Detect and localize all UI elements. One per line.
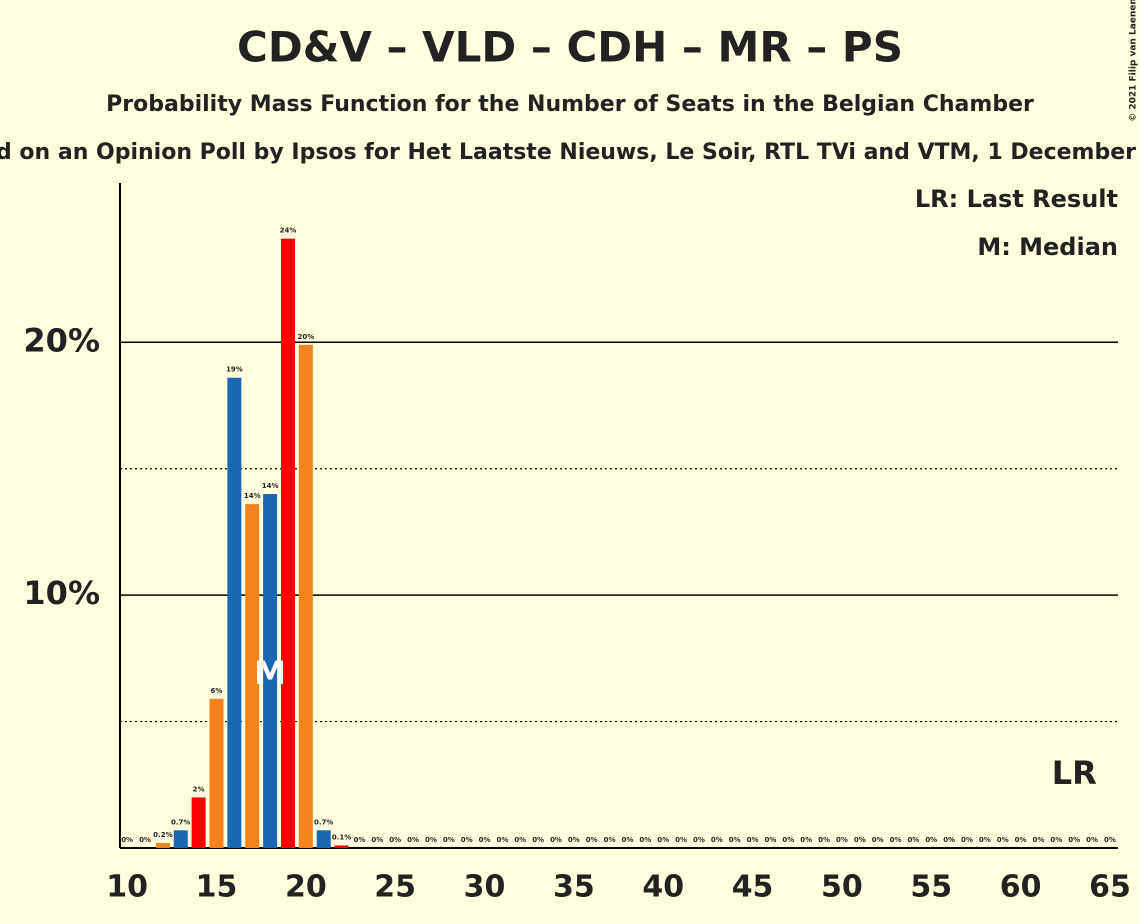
value-label: 0%	[1015, 836, 1027, 844]
value-label: 0%	[800, 836, 812, 844]
bar	[227, 377, 242, 848]
x-tick-label: 40	[642, 870, 684, 905]
value-label: 0%	[1104, 836, 1116, 844]
chart-title: CD&V – VLD – CDH – MR – PS	[237, 23, 903, 72]
value-label: 0%	[550, 836, 562, 844]
value-label: 0%	[693, 836, 705, 844]
value-label: 0%	[657, 836, 669, 844]
x-tick-label: 35	[553, 870, 595, 905]
bar	[298, 344, 313, 848]
value-label: 0%	[764, 836, 776, 844]
value-label: 0%	[639, 836, 651, 844]
value-label: 0%	[604, 836, 616, 844]
value-label: 0.7%	[171, 818, 190, 826]
value-label: 0%	[782, 836, 794, 844]
bar	[191, 797, 206, 848]
bar	[263, 494, 278, 848]
value-label: 0%	[979, 836, 991, 844]
value-label: 0%	[729, 836, 741, 844]
value-label: 0%	[425, 836, 437, 844]
value-label: 0%	[568, 836, 580, 844]
value-label: 0%	[407, 836, 419, 844]
y-tick-label: 10%	[23, 574, 100, 612]
value-label: 14%	[262, 482, 279, 490]
value-label: 0%	[818, 836, 830, 844]
bar	[155, 842, 170, 848]
value-label: 0%	[925, 836, 937, 844]
value-label: 0%	[836, 836, 848, 844]
x-tick-label: 50	[821, 870, 863, 905]
value-label: 0%	[461, 836, 473, 844]
value-label: 0%	[747, 836, 759, 844]
value-label: 0%	[854, 836, 866, 844]
bar	[280, 238, 295, 848]
value-label: 20%	[297, 333, 314, 341]
value-label: 24%	[280, 227, 297, 235]
value-label: 0%	[586, 836, 598, 844]
value-label: 0%	[354, 836, 366, 844]
value-label: 2%	[193, 785, 205, 793]
last-result-marker: LR	[1052, 754, 1097, 792]
legend-entry: LR: Last Result	[915, 185, 1118, 213]
x-tick-label: 10	[106, 870, 148, 905]
value-label: 0%	[622, 836, 634, 844]
value-label: 0.2%	[153, 831, 172, 839]
value-label: 0%	[389, 836, 401, 844]
value-label: 0%	[943, 836, 955, 844]
value-label: 0.1%	[332, 833, 351, 841]
value-label: 0%	[872, 836, 884, 844]
x-tick-label: 15	[196, 870, 238, 905]
value-label: 0%	[139, 836, 151, 844]
value-label: 0%	[1086, 836, 1098, 844]
x-tick-label: 25	[374, 870, 416, 905]
value-label: 0%	[1033, 836, 1045, 844]
value-label: 0.7%	[314, 818, 333, 826]
value-label: 0%	[907, 836, 919, 844]
median-marker: M	[254, 654, 286, 692]
copyright: © 2021 Filip van Laenen	[1129, 0, 1139, 122]
value-label: 0%	[961, 836, 973, 844]
x-tick-label: 30	[464, 870, 506, 905]
value-label: 0%	[121, 836, 133, 844]
value-label: 0%	[675, 836, 687, 844]
value-label: 0%	[890, 836, 902, 844]
value-label: 0%	[1050, 836, 1062, 844]
value-label: 19%	[226, 366, 243, 374]
value-label: 0%	[443, 836, 455, 844]
value-label: 0%	[997, 836, 1009, 844]
value-label: 14%	[244, 492, 261, 500]
value-label: 0%	[711, 836, 723, 844]
value-label: 0%	[532, 836, 544, 844]
y-tick-label: 20%	[23, 321, 100, 359]
bar	[245, 504, 260, 848]
value-label: 0%	[371, 836, 383, 844]
x-tick-label: 55	[910, 870, 952, 905]
x-tick-label: 65	[1089, 870, 1131, 905]
value-label: 0%	[496, 836, 508, 844]
legend-entry: M: Median	[977, 233, 1118, 261]
value-label: 6%	[211, 687, 223, 695]
chart-subtitle: Probability Mass Function for the Number…	[106, 92, 1034, 117]
bar	[316, 830, 331, 848]
value-label: 0%	[479, 836, 491, 844]
source-line: d on an Opinion Poll by Ipsos for Het La…	[0, 140, 1136, 165]
value-label: 0%	[1068, 836, 1080, 844]
bar	[209, 698, 224, 848]
value-label: 0%	[514, 836, 526, 844]
bar	[334, 845, 349, 848]
x-tick-label: 60	[1000, 870, 1042, 905]
x-tick-label: 45	[732, 870, 774, 905]
bar	[173, 830, 188, 848]
x-tick-label: 20	[285, 870, 327, 905]
